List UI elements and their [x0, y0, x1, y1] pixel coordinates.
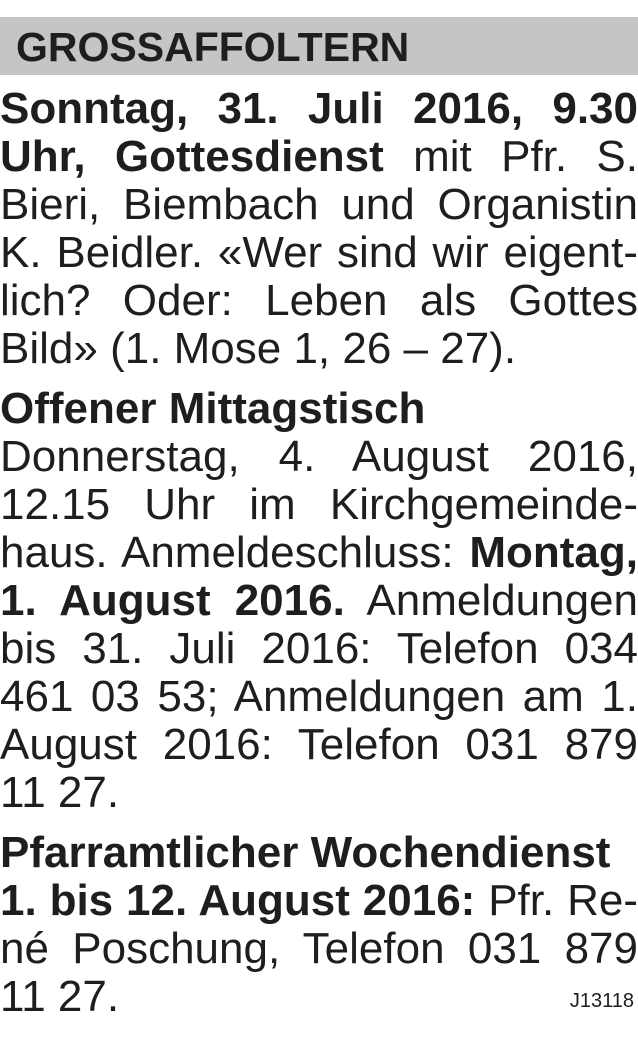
text-line: bis 31. Juli 2016: Telefon 034: [0, 625, 638, 673]
text-line: Bieri, Biembach und Organistin: [0, 181, 638, 229]
section-heading: Offener Mittagstisch: [0, 385, 638, 433]
text-line: Sonntag, 31. Juli 2016, 9.30: [0, 85, 638, 133]
text: Anmeldungen: [344, 576, 638, 625]
text-line: Bild» (1. Mose 1, 26 – 27).: [0, 325, 638, 373]
text-line: haus. Anmeldeschluss: Montag,: [0, 529, 638, 577]
text-line: 1. bis 12. August 2016: Pfr. Re-: [0, 877, 638, 925]
text-line: August 2016: Telefon 031 879: [0, 721, 638, 769]
text: Pfr. Re-: [475, 876, 638, 925]
text: Bieri, Biembach und Organistin: [0, 180, 638, 229]
bold-text: Sonntag, 31. Juli 2016, 9.30: [0, 84, 638, 133]
bold-text: Pfarramtlicher Wochendienst: [0, 828, 611, 877]
text: 11 27.: [0, 768, 120, 817]
header-band: GROSSAFFOLTERN: [0, 17, 638, 75]
bold-text: Uhr, Gottesdienst: [0, 132, 384, 181]
text: Donnerstag, 4. August 2016,: [0, 432, 638, 481]
bold-text: 1. bis 12. August 2016:: [0, 876, 476, 925]
text-line: 11 27.: [0, 769, 638, 817]
text: 11 27.: [0, 972, 120, 1021]
bold-text: Montag,: [469, 528, 638, 577]
text-line: Uhr, Gottesdienst mit Pfr. S.: [0, 133, 638, 181]
text: K. Beidler. «Wer sind wir eigent-: [0, 228, 638, 277]
page-title: GROSSAFFOLTERN: [16, 24, 410, 70]
section-heading: Pfarramtlicher Wochendienst: [0, 829, 638, 877]
text: August 2016: Telefon 031 879: [0, 720, 638, 769]
text-line: lich? Oder: Leben als Gottes: [0, 277, 638, 325]
text: lich? Oder: Leben als Gottes: [0, 276, 638, 325]
text-line: né Poschung, Telefon 031 879: [0, 925, 638, 973]
text-line: Donnerstag, 4. August 2016,: [0, 433, 638, 481]
bold-text: Offener Mittagstisch: [0, 384, 426, 433]
text-line: 11 27.: [0, 973, 638, 1021]
bold-text: 1. August 2016.: [0, 576, 345, 625]
text-line: K. Beidler. «Wer sind wir eigent-: [0, 229, 638, 277]
text: 12.15 Uhr im Kirchgemeinde-: [0, 480, 638, 529]
text: bis 31. Juli 2016: Telefon 034: [0, 624, 638, 673]
text: Bild» (1. Mose 1, 26 – 27).: [0, 324, 517, 373]
text-line: 12.15 Uhr im Kirchgemeinde-: [0, 481, 638, 529]
text-line: 461 03 53; Anmeldungen am 1.: [0, 673, 638, 721]
text: né Poschung, Telefon 031 879: [0, 924, 638, 973]
text: mit Pfr. S.: [383, 132, 638, 181]
ad-code: J13118: [569, 990, 634, 1012]
text: haus. Anmeldeschluss:: [0, 528, 470, 577]
text: 461 03 53; Anmeldungen am 1.: [0, 672, 638, 721]
text-line: 1. August 2016. Anmeldungen: [0, 577, 638, 625]
